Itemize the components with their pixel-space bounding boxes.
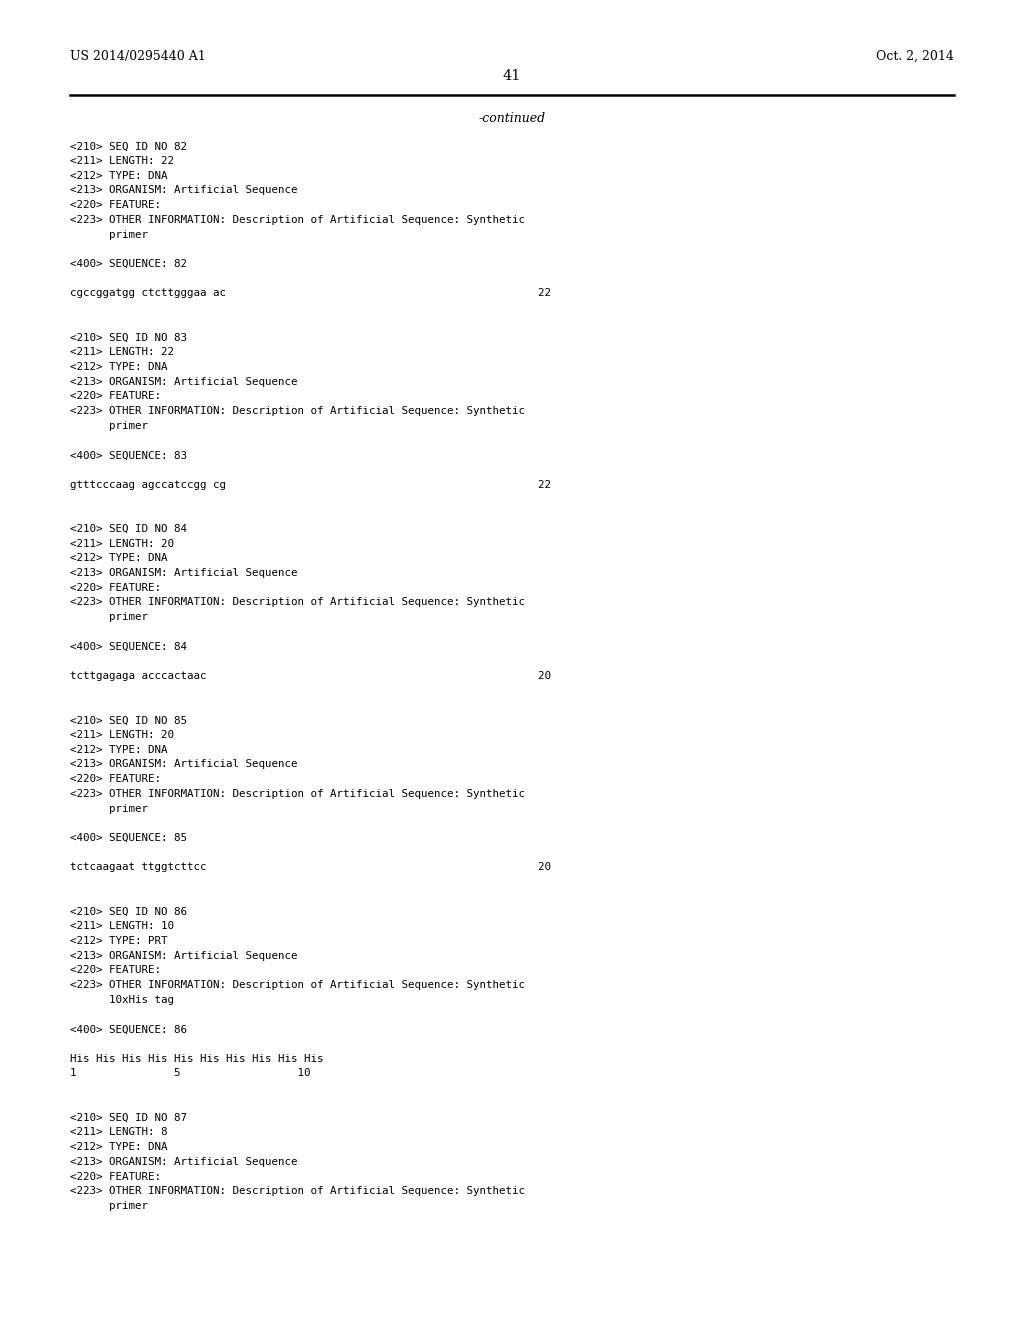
Text: <220> FEATURE:: <220> FEATURE: — [70, 774, 161, 784]
Text: <210> SEQ ID NO 87: <210> SEQ ID NO 87 — [70, 1113, 186, 1122]
Text: <212> TYPE: DNA: <212> TYPE: DNA — [70, 1142, 167, 1152]
Text: <400> SEQUENCE: 86: <400> SEQUENCE: 86 — [70, 1024, 186, 1035]
Text: <212> TYPE: DNA: <212> TYPE: DNA — [70, 553, 167, 564]
Text: cgccggatgg ctcttgggaa ac                                                22: cgccggatgg ctcttgggaa ac 22 — [70, 289, 551, 298]
Text: <212> TYPE: DNA: <212> TYPE: DNA — [70, 170, 167, 181]
Text: <223> OTHER INFORMATION: Description of Artificial Sequence: Synthetic: <223> OTHER INFORMATION: Description of … — [70, 981, 524, 990]
Text: <400> SEQUENCE: 83: <400> SEQUENCE: 83 — [70, 450, 186, 461]
Text: <220> FEATURE:: <220> FEATURE: — [70, 1172, 161, 1181]
Text: <223> OTHER INFORMATION: Description of Artificial Sequence: Synthetic: <223> OTHER INFORMATION: Description of … — [70, 215, 524, 224]
Text: <400> SEQUENCE: 85: <400> SEQUENCE: 85 — [70, 833, 186, 843]
Text: <211> LENGTH: 20: <211> LENGTH: 20 — [70, 539, 174, 549]
Text: <220> FEATURE:: <220> FEATURE: — [70, 201, 161, 210]
Text: Oct. 2, 2014: Oct. 2, 2014 — [877, 50, 954, 63]
Text: tcttgagaga acccactaac                                                   20: tcttgagaga acccactaac 20 — [70, 671, 551, 681]
Text: <211> LENGTH: 20: <211> LENGTH: 20 — [70, 730, 174, 741]
Text: <211> LENGTH: 22: <211> LENGTH: 22 — [70, 156, 174, 166]
Text: <220> FEATURE:: <220> FEATURE: — [70, 583, 161, 593]
Text: -continued: -continued — [478, 112, 546, 125]
Text: <213> ORGANISM: Artificial Sequence: <213> ORGANISM: Artificial Sequence — [70, 568, 297, 578]
Text: primer: primer — [70, 612, 147, 622]
Text: <223> OTHER INFORMATION: Description of Artificial Sequence: Synthetic: <223> OTHER INFORMATION: Description of … — [70, 789, 524, 799]
Text: 1               5                  10: 1 5 10 — [70, 1068, 310, 1078]
Text: primer: primer — [70, 1201, 147, 1210]
Text: tctcaagaat ttggtcttcc                                                   20: tctcaagaat ttggtcttcc 20 — [70, 862, 551, 873]
Text: <213> ORGANISM: Artificial Sequence: <213> ORGANISM: Artificial Sequence — [70, 185, 297, 195]
Text: gtttcccaag agccatccgg cg                                                22: gtttcccaag agccatccgg cg 22 — [70, 479, 551, 490]
Text: 41: 41 — [503, 69, 521, 83]
Text: <213> ORGANISM: Artificial Sequence: <213> ORGANISM: Artificial Sequence — [70, 376, 297, 387]
Text: <211> LENGTH: 8: <211> LENGTH: 8 — [70, 1127, 167, 1138]
Text: <220> FEATURE:: <220> FEATURE: — [70, 392, 161, 401]
Text: <210> SEQ ID NO 86: <210> SEQ ID NO 86 — [70, 907, 186, 916]
Text: <212> TYPE: DNA: <212> TYPE: DNA — [70, 744, 167, 755]
Text: <210> SEQ ID NO 83: <210> SEQ ID NO 83 — [70, 333, 186, 343]
Text: primer: primer — [70, 421, 147, 430]
Text: <400> SEQUENCE: 84: <400> SEQUENCE: 84 — [70, 642, 186, 652]
Text: <210> SEQ ID NO 85: <210> SEQ ID NO 85 — [70, 715, 186, 725]
Text: <400> SEQUENCE: 82: <400> SEQUENCE: 82 — [70, 259, 186, 269]
Text: <220> FEATURE:: <220> FEATURE: — [70, 965, 161, 975]
Text: <213> ORGANISM: Artificial Sequence: <213> ORGANISM: Artificial Sequence — [70, 1156, 297, 1167]
Text: <223> OTHER INFORMATION: Description of Artificial Sequence: Synthetic: <223> OTHER INFORMATION: Description of … — [70, 598, 524, 607]
Text: <223> OTHER INFORMATION: Description of Artificial Sequence: Synthetic: <223> OTHER INFORMATION: Description of … — [70, 1187, 524, 1196]
Text: His His His His His His His His His His: His His His His His His His His His His — [70, 1053, 324, 1064]
Text: 10xHis tag: 10xHis tag — [70, 995, 174, 1005]
Text: primer: primer — [70, 804, 147, 813]
Text: <211> LENGTH: 10: <211> LENGTH: 10 — [70, 921, 174, 932]
Text: <223> OTHER INFORMATION: Description of Artificial Sequence: Synthetic: <223> OTHER INFORMATION: Description of … — [70, 407, 524, 416]
Text: <212> TYPE: DNA: <212> TYPE: DNA — [70, 362, 167, 372]
Text: <210> SEQ ID NO 84: <210> SEQ ID NO 84 — [70, 524, 186, 533]
Text: <213> ORGANISM: Artificial Sequence: <213> ORGANISM: Artificial Sequence — [70, 950, 297, 961]
Text: <211> LENGTH: 22: <211> LENGTH: 22 — [70, 347, 174, 358]
Text: <213> ORGANISM: Artificial Sequence: <213> ORGANISM: Artificial Sequence — [70, 759, 297, 770]
Text: <210> SEQ ID NO 82: <210> SEQ ID NO 82 — [70, 141, 186, 152]
Text: US 2014/0295440 A1: US 2014/0295440 A1 — [70, 50, 206, 63]
Text: primer: primer — [70, 230, 147, 239]
Text: <212> TYPE: PRT: <212> TYPE: PRT — [70, 936, 167, 946]
